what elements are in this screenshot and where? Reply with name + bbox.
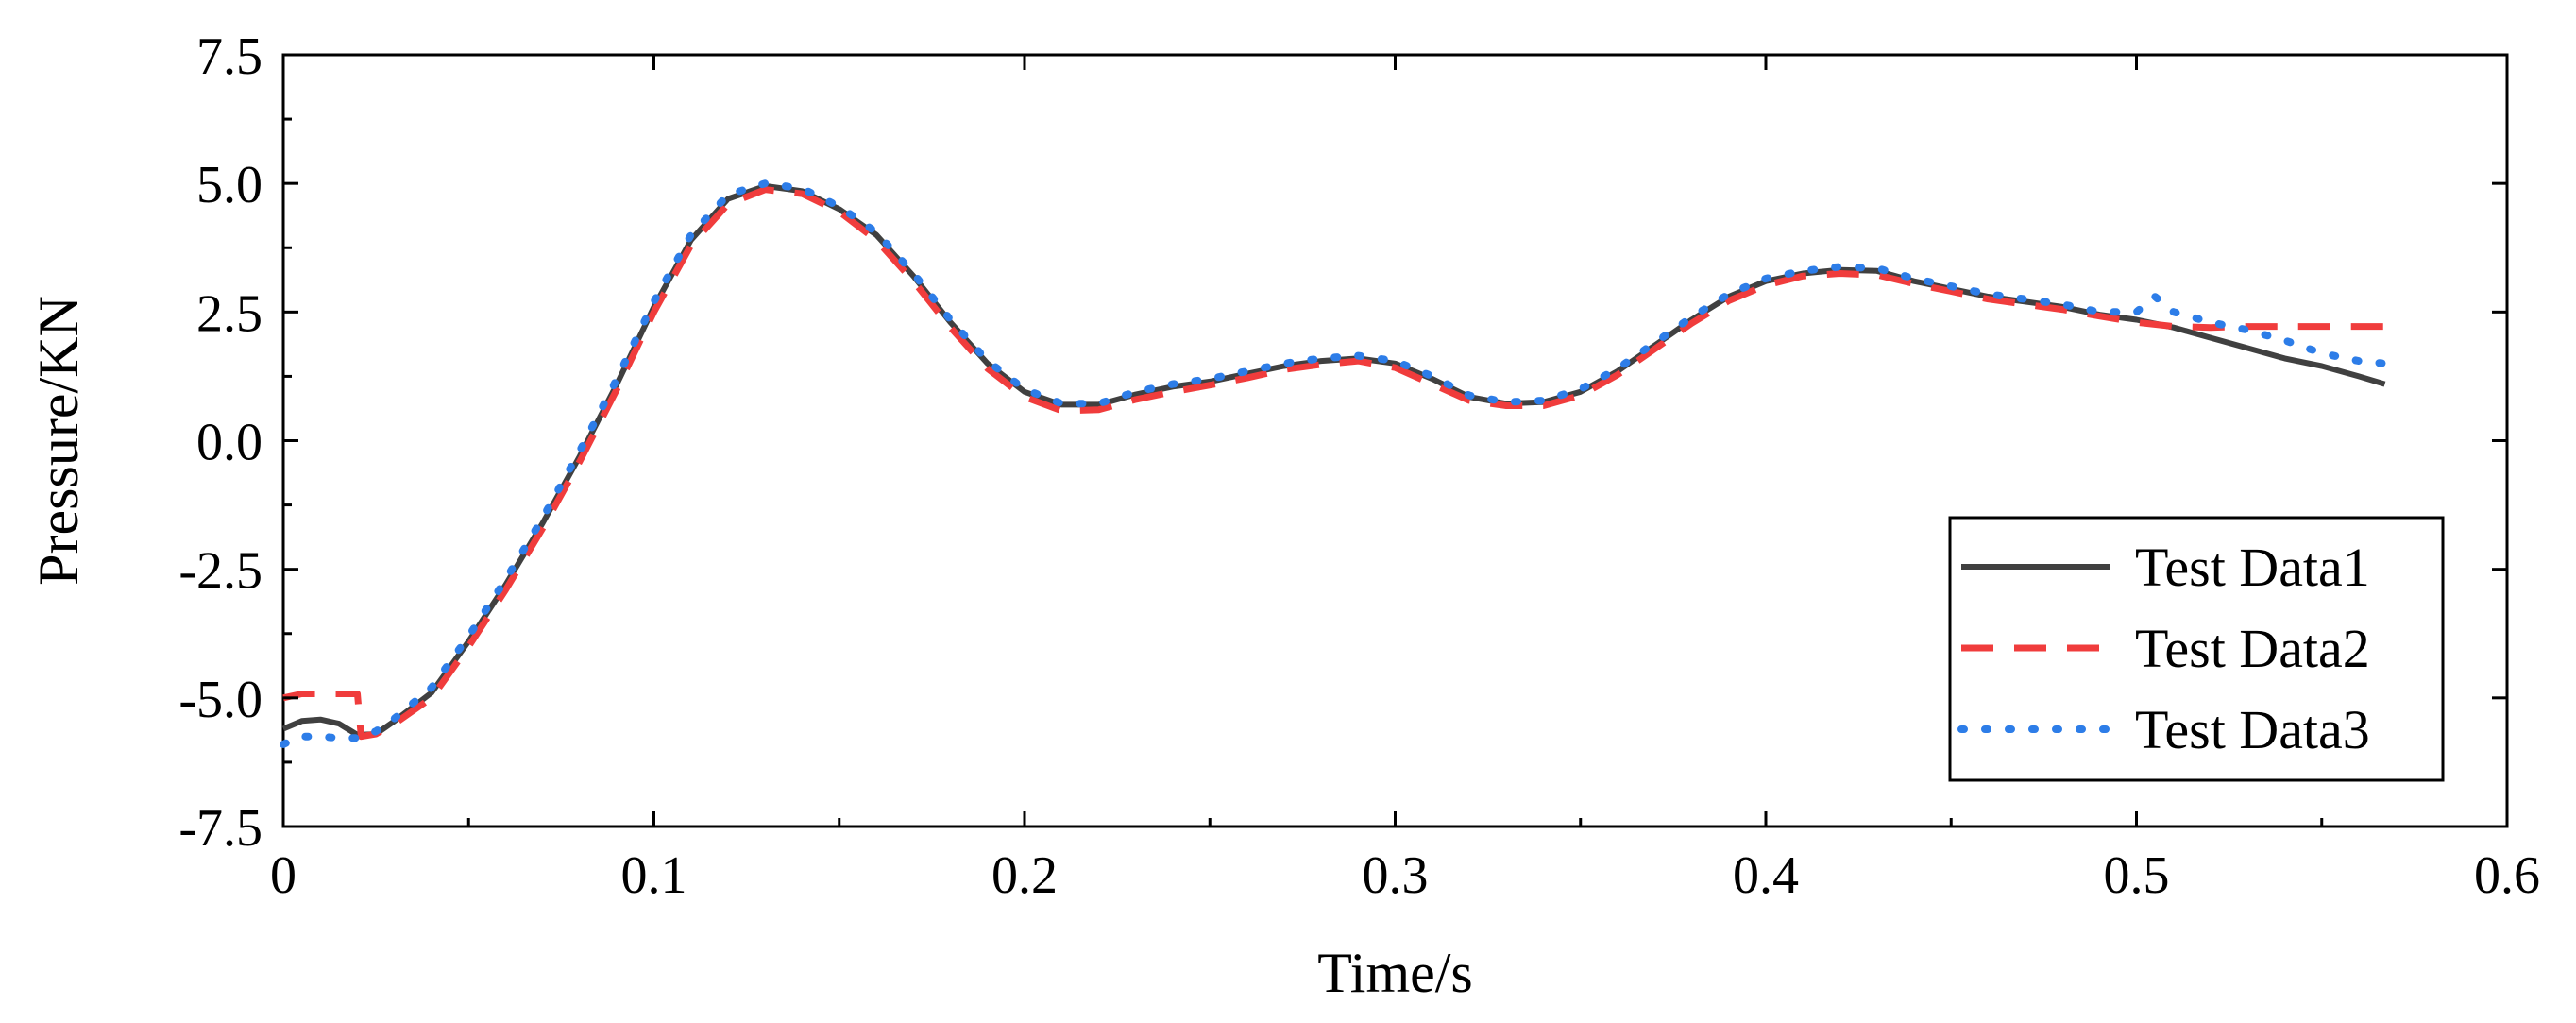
x-tick-label: 0.1 [621, 846, 687, 905]
x-tick-label: 0.4 [1733, 846, 1799, 905]
legend-label-2: Test Data2 [2135, 618, 2370, 679]
y-axis-title: Pressure/KN [27, 296, 90, 586]
y-tick-label: 5.0 [196, 156, 263, 214]
y-tick-label: -7.5 [178, 799, 263, 858]
legend: Test Data1 Test Data2 Test Data3 [1948, 516, 2445, 782]
x-axis-title: Time/s [1317, 942, 1473, 1004]
x-tick-label: 0.5 [2104, 846, 2170, 905]
series-group [280, 179, 2389, 748]
y-tick-label: -2.5 [178, 542, 263, 601]
y-tick-label: -5.0 [178, 671, 263, 729]
x-tick-label: 0.6 [2474, 846, 2540, 905]
x-tick-label: 0.3 [1363, 846, 1429, 905]
legend-label-3: Test Data3 [2135, 699, 2370, 760]
y-tick-label: 2.5 [196, 284, 263, 343]
legend-label-1: Test Data1 [2135, 537, 2370, 598]
series-line-3 [280, 179, 2389, 748]
y-tick-label: 7.5 [196, 27, 263, 86]
x-tick-label: 0.2 [991, 846, 1058, 905]
x-tick-label: 0 [270, 846, 297, 905]
series-line-2 [282, 186, 2385, 741]
tick-group: 0 0.1 0.2 0.3 0.4 0.5 0.6 -7.5 -5.0 -2.5 0.0 2.5 5.0… [178, 27, 2540, 905]
y-tick-label: 0.0 [196, 414, 263, 472]
